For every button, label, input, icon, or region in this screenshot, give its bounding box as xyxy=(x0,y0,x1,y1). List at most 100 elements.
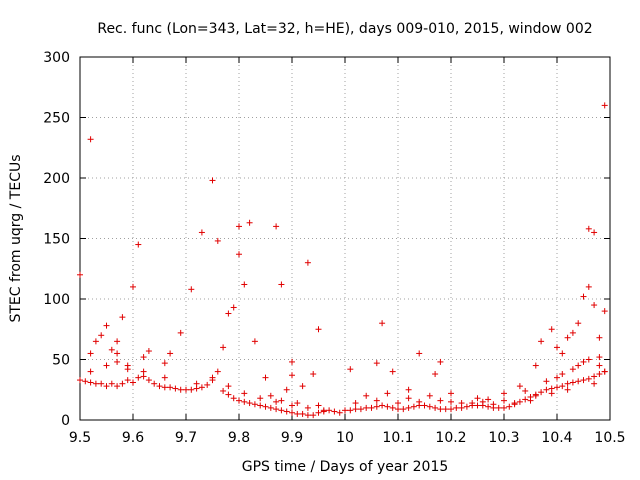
data-point xyxy=(389,368,396,375)
data-point xyxy=(304,404,311,411)
data-point xyxy=(373,403,380,410)
data-point xyxy=(538,389,545,396)
data-point xyxy=(230,304,237,311)
data-point xyxy=(320,407,327,414)
data-point xyxy=(135,374,142,381)
data-point xyxy=(532,362,539,369)
data-point xyxy=(596,354,603,361)
data-point xyxy=(114,358,121,365)
data-point xyxy=(501,390,507,397)
data-point xyxy=(172,385,179,392)
data-point xyxy=(130,379,136,386)
data-point xyxy=(273,398,280,405)
data-point xyxy=(183,386,189,393)
y-tick-label: 300 xyxy=(43,50,70,66)
data-point xyxy=(209,177,216,184)
data-point xyxy=(267,404,274,411)
data-point xyxy=(373,397,380,404)
data-point xyxy=(448,398,454,405)
data-point xyxy=(167,350,174,357)
data-point xyxy=(161,360,168,367)
data-point xyxy=(426,403,433,410)
data-point xyxy=(87,350,94,357)
data-point xyxy=(416,350,423,357)
chart-title: Rec. func (Lon=343, Lat=32, h=HE), days … xyxy=(97,21,592,37)
data-point xyxy=(299,410,306,417)
data-point xyxy=(490,401,497,408)
data-point xyxy=(315,326,322,333)
data-point xyxy=(257,395,264,402)
data-point xyxy=(278,407,285,414)
data-point xyxy=(400,406,407,413)
data-point xyxy=(283,408,290,415)
data-point xyxy=(262,403,269,410)
data-point xyxy=(177,386,184,393)
axis-ticks: 9.5 9.6 9.7 9.8 9.9 10 10.1 10.2 10.3 10.4 10.5 0 50… xyxy=(43,50,625,446)
data-point xyxy=(220,387,227,394)
y-axis-title: STEC from uqrg / TECUs xyxy=(8,154,24,322)
data-point xyxy=(145,348,152,355)
data-point xyxy=(220,344,227,351)
data-point xyxy=(405,386,412,393)
data-point xyxy=(262,374,269,381)
data-point xyxy=(543,378,550,385)
data-point xyxy=(485,396,492,403)
data-point xyxy=(516,398,523,405)
data-point xyxy=(198,384,205,391)
data-point xyxy=(384,390,391,397)
data-point xyxy=(92,380,99,387)
data-point xyxy=(591,229,598,236)
x-tick-label: 10 xyxy=(336,430,354,446)
data-point xyxy=(559,350,566,357)
data-point xyxy=(506,403,513,410)
data-point xyxy=(77,271,83,278)
data-point xyxy=(140,368,147,375)
data-point xyxy=(575,378,582,385)
data-point xyxy=(294,410,301,417)
data-point xyxy=(82,378,89,385)
data-point xyxy=(225,383,232,390)
data-point xyxy=(156,383,163,390)
data-point xyxy=(289,372,295,379)
data-point xyxy=(501,397,507,404)
data-point xyxy=(289,409,295,416)
data-point xyxy=(559,383,566,390)
data-point xyxy=(569,366,576,373)
data-point xyxy=(214,237,221,244)
data-point xyxy=(257,402,264,409)
data-point xyxy=(474,402,481,409)
data-point xyxy=(289,402,295,409)
data-point xyxy=(209,374,216,381)
data-point xyxy=(596,371,603,378)
data-point xyxy=(416,398,423,405)
data-point xyxy=(601,368,608,375)
data-point xyxy=(92,338,99,345)
data-point xyxy=(347,366,354,373)
data-point xyxy=(352,400,359,407)
data-point xyxy=(495,404,502,411)
data-point xyxy=(580,358,587,365)
data-point xyxy=(575,320,582,327)
data-point xyxy=(273,406,280,413)
data-point xyxy=(437,358,444,365)
data-point xyxy=(342,407,348,414)
data-point xyxy=(114,350,121,357)
data-point xyxy=(278,397,285,404)
data-point xyxy=(278,281,285,288)
data-point xyxy=(204,381,211,388)
data-point xyxy=(538,338,545,345)
data-point xyxy=(437,406,444,413)
y-tick-label: 100 xyxy=(43,292,70,308)
data-point xyxy=(108,346,115,353)
data-point xyxy=(463,403,470,410)
data-point xyxy=(114,338,121,345)
data-point xyxy=(103,362,110,369)
data-point xyxy=(458,400,465,407)
data-point xyxy=(103,383,110,390)
data-point xyxy=(532,392,539,399)
data-point xyxy=(363,392,370,399)
data-point xyxy=(236,251,242,258)
data-point xyxy=(331,408,338,415)
data-point xyxy=(368,404,375,411)
